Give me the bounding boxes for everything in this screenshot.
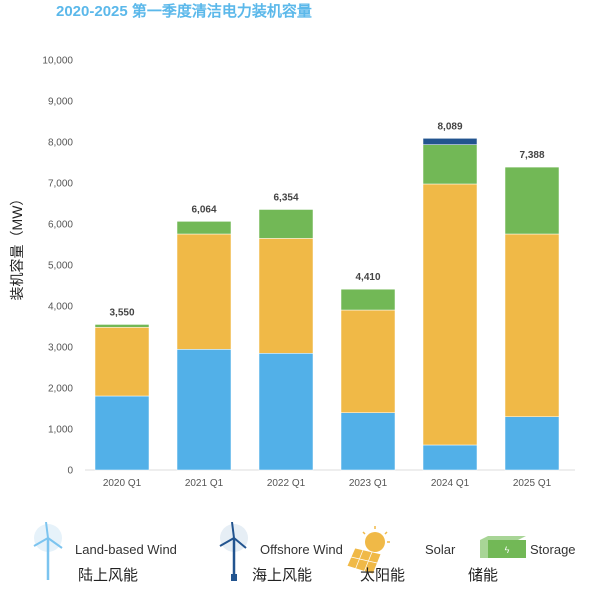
legend-item-land-based-wind: Land-based Wind 陆上风能 (30, 522, 230, 592)
bar-total-label: 4,410 (355, 272, 380, 283)
bar-segment-land-based-wind (94, 395, 150, 471)
bar-segment-storage (340, 288, 396, 311)
x-tick-label: 2020 Q1 (103, 478, 142, 489)
bar-total-label: 6,064 (191, 204, 216, 215)
bar-segment-land-based-wind (340, 412, 396, 471)
x-tick-label: 2023 Q1 (349, 478, 388, 489)
bar-segment-storage (176, 221, 232, 235)
legend-label-zh: 海上风能 (252, 566, 313, 584)
land-wind-turbine-icon (33, 522, 63, 580)
legend-label-zh: 储能 (468, 566, 499, 584)
legend-label-zh: 陆上风能 (78, 566, 139, 584)
x-tick-label: 2024 Q1 (431, 478, 470, 489)
svg-text:ϟ: ϟ (505, 545, 510, 555)
bar-segment-storage (504, 166, 560, 235)
bar-total-label: 8,089 (437, 121, 462, 132)
bar-segment-storage (258, 209, 314, 239)
bar-segment-land-based-wind (422, 444, 478, 471)
bar-segment-offshore-wind (422, 138, 478, 145)
bar-segment-solar (504, 233, 560, 417)
bar-segment-solar (94, 327, 150, 397)
y-tick-label: 1,000 (48, 425, 73, 436)
chart-plot: 0 1,000 2,000 3,000 4,000 5,000 6,000 7,000 8,00… (42, 56, 575, 489)
legend-label-en: Offshore Wind (260, 542, 343, 557)
y-tick-label: 10,000 (42, 56, 73, 67)
x-tick-label: 2025 Q1 (513, 478, 552, 489)
legend-item-solar: Solar 太阳能 (345, 522, 465, 592)
chart-title: 2020-2025 第一季度清洁电力装机容量 (56, 3, 312, 20)
legend-label-en: Storage (530, 542, 576, 557)
y-tick-label: 5,000 (48, 261, 73, 272)
x-tick-label: 2021 Q1 (185, 478, 224, 489)
bar-segment-storage (422, 144, 478, 185)
bar-segment-land-based-wind (176, 349, 232, 471)
legend-item-offshore-wind: Offshore Wind 海上风能 (212, 522, 372, 592)
y-tick-label: 4,000 (48, 302, 73, 313)
bar-segment-solar (258, 238, 314, 354)
bar-segment-storage (94, 324, 150, 328)
y-tick-label: 0 (67, 466, 73, 477)
y-tick-label: 8,000 (48, 138, 73, 149)
x-tick-label: 2022 Q1 (267, 478, 306, 489)
y-tick-label: 9,000 (48, 97, 73, 108)
battery-storage-icon: ϟ (480, 536, 526, 558)
y-tick-label: 7,000 (48, 179, 73, 190)
y-tick-label: 6,000 (48, 220, 73, 231)
y-tick-label: 2,000 (48, 384, 73, 395)
bar-segment-solar (422, 183, 478, 446)
bar-segment-land-based-wind (504, 416, 560, 471)
bar-segment-land-based-wind (258, 353, 314, 471)
solar-panel-icon (346, 526, 390, 575)
bar-total-label: 7,388 (519, 150, 544, 161)
bar-total-label: 6,354 (273, 192, 298, 203)
legend-label-en: Land-based Wind (75, 542, 177, 557)
legend-item-storage: ϟ Storage 储能 (468, 522, 598, 592)
offshore-wind-turbine-icon (219, 522, 248, 581)
legend-label-en: Solar (425, 542, 456, 557)
bar-segment-solar (176, 233, 232, 350)
bar-segment-solar (340, 309, 396, 413)
legend-label-zh: 太阳能 (360, 566, 406, 584)
y-tick-label: 3,000 (48, 343, 73, 354)
bar-total-label: 3,550 (109, 307, 134, 318)
